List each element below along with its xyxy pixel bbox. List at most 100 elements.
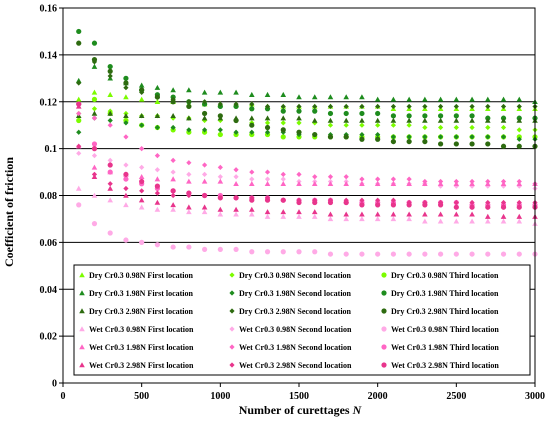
data-point bbox=[374, 96, 381, 102]
data-point bbox=[186, 244, 192, 250]
data-point bbox=[390, 176, 396, 182]
legend-marker bbox=[229, 290, 235, 296]
data-point bbox=[75, 185, 82, 191]
data-point bbox=[75, 96, 82, 102]
data-point bbox=[469, 211, 475, 217]
y-tick-label: 0.06 bbox=[40, 238, 58, 249]
data-point bbox=[437, 96, 444, 102]
data-point bbox=[485, 124, 491, 131]
data-point bbox=[280, 176, 286, 182]
data-point bbox=[186, 99, 192, 105]
data-point bbox=[280, 134, 286, 140]
data-point bbox=[91, 141, 98, 147]
data-point bbox=[123, 176, 129, 182]
data-point bbox=[217, 101, 223, 107]
data-point bbox=[500, 218, 507, 224]
data-point bbox=[217, 211, 224, 217]
data-point bbox=[154, 167, 160, 173]
data-point bbox=[406, 251, 412, 257]
data-point bbox=[359, 136, 365, 142]
data-point bbox=[202, 99, 208, 105]
data-point bbox=[485, 117, 491, 123]
data-point bbox=[437, 218, 444, 224]
data-point bbox=[76, 28, 82, 35]
data-point bbox=[170, 87, 176, 93]
data-point bbox=[343, 216, 349, 222]
data-point bbox=[516, 143, 522, 149]
legend-marker bbox=[229, 326, 235, 332]
data-point bbox=[485, 178, 491, 185]
data-point bbox=[343, 180, 349, 187]
data-point bbox=[107, 157, 113, 163]
data-point bbox=[485, 96, 491, 102]
legend-marker bbox=[79, 326, 85, 332]
data-point bbox=[280, 127, 286, 133]
legend-label: Wet Cr0.3 2.98N First location bbox=[89, 361, 194, 370]
data-point bbox=[280, 209, 287, 215]
data-point bbox=[390, 117, 397, 123]
data-point bbox=[91, 106, 98, 112]
data-point bbox=[139, 146, 145, 152]
data-point bbox=[343, 110, 349, 117]
data-point bbox=[217, 113, 223, 119]
data-point bbox=[500, 96, 507, 102]
data-point bbox=[485, 204, 491, 210]
data-point bbox=[327, 216, 334, 222]
data-point bbox=[390, 180, 397, 187]
legend-label: Dry Cr0.3 1.98N Third location bbox=[391, 289, 499, 298]
data-point bbox=[107, 181, 113, 187]
data-point bbox=[201, 204, 208, 210]
data-point bbox=[170, 202, 176, 208]
data-point bbox=[170, 124, 176, 131]
series-7 bbox=[75, 110, 538, 123]
data-point bbox=[264, 120, 271, 126]
legend-entry: Wet Cr0.3 1.98N Second location bbox=[229, 343, 352, 352]
series-4 bbox=[75, 63, 538, 104]
data-point bbox=[469, 113, 475, 119]
x-axis-variable: N bbox=[352, 403, 363, 417]
legend-label: Dry Cr0.3 1.98N Second location bbox=[239, 289, 352, 298]
data-point bbox=[453, 113, 459, 119]
x-tick-label: 500 bbox=[134, 391, 149, 402]
legend-marker bbox=[229, 308, 235, 314]
data-point bbox=[123, 85, 129, 91]
data-point bbox=[249, 106, 255, 112]
data-point bbox=[516, 199, 522, 206]
x-tick-label: 2500 bbox=[446, 391, 466, 402]
data-point bbox=[343, 103, 349, 110]
data-point bbox=[516, 96, 523, 102]
data-point bbox=[264, 176, 271, 182]
data-point bbox=[154, 124, 160, 131]
legend-entry: Wet Cr0.3 0.98N Second location bbox=[229, 325, 352, 334]
x-tick-label: 1000 bbox=[210, 391, 230, 402]
series-9 bbox=[76, 40, 538, 149]
data-point bbox=[123, 75, 129, 81]
data-point bbox=[374, 211, 381, 217]
data-point bbox=[375, 197, 381, 203]
legend-label: Dry Cr0.3 1.98N First location bbox=[89, 289, 194, 298]
data-point bbox=[91, 110, 98, 116]
legend-entry: Dry Cr0.3 2.98N Third location bbox=[381, 307, 499, 316]
y-tick-label: 0.08 bbox=[40, 191, 58, 202]
data-point bbox=[186, 127, 192, 133]
data-point bbox=[390, 96, 397, 102]
data-point bbox=[280, 103, 286, 110]
data-point bbox=[107, 122, 113, 128]
data-point bbox=[453, 211, 460, 217]
data-point bbox=[422, 124, 428, 131]
data-point bbox=[280, 249, 286, 255]
data-point bbox=[343, 117, 349, 123]
x-tick-label: 3000 bbox=[525, 391, 545, 402]
data-point bbox=[453, 134, 459, 140]
legend-entry: Dry Cr0.3 0.98N Second location bbox=[229, 271, 352, 280]
data-point bbox=[437, 211, 444, 217]
data-point bbox=[422, 103, 428, 110]
data-point bbox=[406, 202, 412, 208]
data-point bbox=[264, 91, 271, 97]
data-point bbox=[438, 202, 444, 208]
data-point bbox=[186, 115, 192, 121]
data-point bbox=[123, 113, 129, 119]
data-point bbox=[359, 94, 365, 100]
data-point bbox=[343, 251, 349, 257]
x-axis-title: Number of curettages bbox=[239, 403, 350, 417]
